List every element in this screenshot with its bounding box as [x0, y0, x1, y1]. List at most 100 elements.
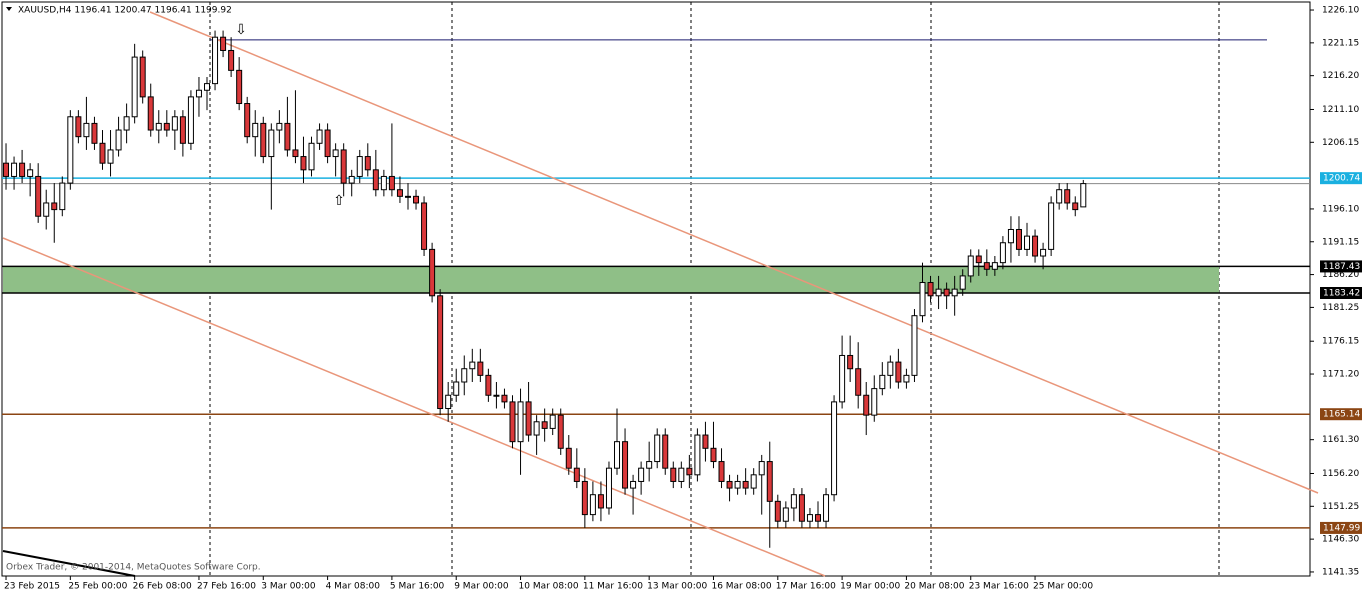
candle-body — [983, 262, 990, 270]
candle-body — [501, 394, 508, 403]
level-label: 1200.74 — [1323, 174, 1360, 184]
x-tick-label: 23 Feb 2015 — [4, 582, 60, 592]
y-tick-label: 1156.20 — [1322, 469, 1359, 479]
candle-body — [332, 149, 339, 158]
x-tick-label: 4 Mar 08:00 — [326, 582, 381, 592]
menu-arrow[interactable] — [6, 7, 12, 11]
candle-body — [718, 461, 725, 482]
y-tick-label: 1176.15 — [1322, 337, 1359, 347]
candle-body — [662, 434, 669, 469]
level-label: 1183.42 — [1323, 289, 1360, 299]
candle-body — [485, 374, 492, 396]
candle-body — [710, 447, 717, 463]
candle-body — [316, 129, 323, 144]
candle-body — [855, 368, 862, 396]
candle-body — [823, 494, 830, 522]
watermark: Orbex Trader, © 2001-2014, MetaQuotes So… — [6, 563, 261, 573]
x-tick-label: 26 Feb 08:00 — [133, 582, 192, 592]
candle-body — [1024, 235, 1031, 250]
candle-body — [469, 361, 476, 370]
x-tick-label: 13 Mar 00:00 — [647, 582, 707, 592]
y-tick-label: 1161.30 — [1322, 435, 1359, 445]
candle-body — [155, 122, 162, 131]
candle-body — [670, 467, 677, 482]
candle-body — [308, 142, 315, 171]
candle-body — [1072, 202, 1079, 211]
trend-line — [149, 11, 1319, 494]
candle-body — [871, 388, 878, 416]
candle-body — [525, 401, 532, 436]
trend-line — [2, 550, 136, 577]
candle-body — [605, 467, 612, 509]
x-tick-label: 17 Mar 16:00 — [776, 582, 836, 592]
candle-body — [276, 122, 283, 131]
candle-body — [975, 255, 982, 264]
y-tick-label: 1221.15 — [1322, 38, 1359, 48]
candle-body — [919, 282, 926, 317]
candle-body — [766, 461, 773, 502]
candle-body — [107, 149, 114, 164]
candle-body — [790, 494, 797, 509]
candle-body — [252, 122, 259, 138]
candle-body — [212, 36, 219, 85]
y-tick-label: 1186.20 — [1322, 270, 1359, 280]
candle-body — [75, 116, 82, 138]
level-tag — [1320, 287, 1362, 300]
candle-body — [1015, 228, 1022, 250]
candle-body — [702, 434, 709, 449]
candle-body — [806, 514, 813, 522]
x-tick-label: 5 Mar 16:00 — [390, 582, 445, 592]
candle-body — [364, 156, 371, 171]
candle-body — [533, 421, 540, 436]
candle-body — [911, 315, 918, 376]
level-tag — [1320, 408, 1362, 421]
chart-header: XAUUSD,H4 1196.41 1200.47 1196.41 1199.9… — [18, 6, 232, 16]
candle-body — [686, 467, 693, 476]
candle-body — [597, 494, 604, 509]
candle-body — [268, 129, 275, 158]
candle-body — [742, 480, 749, 489]
level-label: 1147.99 — [1323, 523, 1360, 533]
candle-body — [895, 361, 902, 383]
candle-body — [959, 275, 966, 290]
candle-body — [380, 175, 387, 191]
y-tick-label: 1226.10 — [1322, 6, 1359, 16]
candle-body — [67, 116, 74, 184]
candle-body — [445, 394, 452, 410]
candle-body — [260, 122, 267, 158]
candle-body — [565, 447, 572, 469]
candle-body — [51, 202, 58, 211]
candle-body — [163, 122, 170, 131]
candle-body — [903, 374, 910, 383]
candle-body — [83, 122, 90, 138]
candle-body — [1040, 248, 1047, 257]
candle-body — [509, 401, 516, 443]
x-tick-label: 3 Mar 00:00 — [261, 582, 316, 592]
candle-body — [557, 414, 564, 449]
x-tick-label: 25 Mar 00:00 — [1033, 582, 1093, 592]
candle-body — [195, 89, 202, 98]
candle-body — [437, 295, 444, 410]
candle-body — [292, 149, 299, 158]
candle-body — [123, 116, 130, 131]
x-tick-label: 9 Mar 00:00 — [454, 582, 509, 592]
candle-body — [774, 500, 781, 522]
sell-arrow: ⇩ — [235, 22, 247, 38]
candle-body — [131, 56, 138, 118]
candle-body — [614, 441, 621, 469]
candle-body — [171, 116, 178, 131]
candle-body — [694, 434, 701, 476]
buy-arrow: ⇧ — [333, 193, 345, 209]
candle-body — [951, 288, 958, 297]
candle-body — [1048, 202, 1055, 250]
candle-body — [244, 103, 251, 138]
candle-body — [99, 142, 106, 164]
candle-body — [115, 129, 122, 151]
candle-body — [461, 368, 468, 383]
x-tick-label: 25 Feb 00:00 — [68, 582, 127, 592]
candle-body — [573, 467, 580, 482]
candle-body — [43, 202, 50, 217]
candle-body — [493, 394, 500, 397]
candle-body — [27, 169, 34, 177]
